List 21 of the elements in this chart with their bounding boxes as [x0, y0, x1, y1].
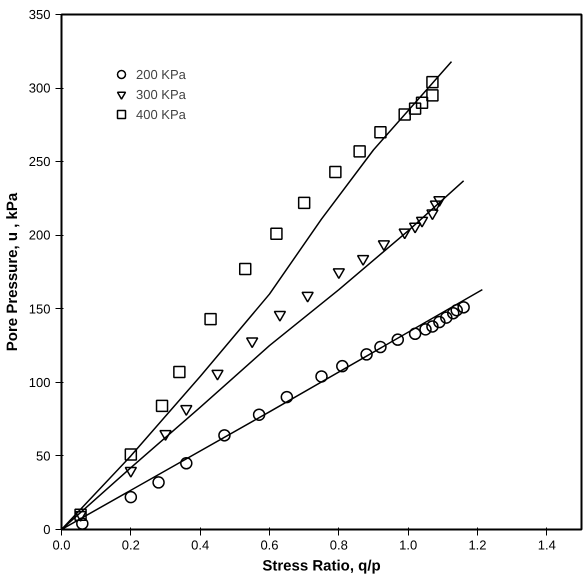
y-tick-label: 200: [28, 228, 51, 243]
y-tick-label: 50: [36, 448, 51, 464]
y-tick-label: 350: [28, 7, 51, 22]
y-axis-title: Pore Pressure, u , kPa: [4, 192, 21, 352]
y-tick-label: 150: [28, 301, 51, 316]
legend-label: 300 KPa: [136, 86, 186, 102]
x-tick-label: 0.4: [191, 538, 210, 552]
x-tick-label: 1.2: [468, 538, 487, 552]
x-tick-label: 0.6: [260, 538, 279, 552]
legend-label: 400 KPa: [136, 106, 186, 122]
x-tick-label: 0.0: [52, 538, 71, 552]
y-tick-label: 0: [43, 522, 51, 537]
x-tick-label: 0.2: [122, 538, 140, 552]
legend-label: 200 KPa: [136, 66, 186, 82]
y-tick-label: 100: [28, 374, 51, 390]
x-tick-label: 1.4: [538, 538, 556, 552]
x-axis-title: Stress Ratio, q/p: [262, 558, 381, 574]
x-tick-label: 0.8: [330, 538, 348, 552]
x-tick-label: 1.0: [399, 538, 418, 552]
y-tick-label: 250: [28, 154, 51, 170]
y-tick-label: 300: [28, 80, 51, 96]
